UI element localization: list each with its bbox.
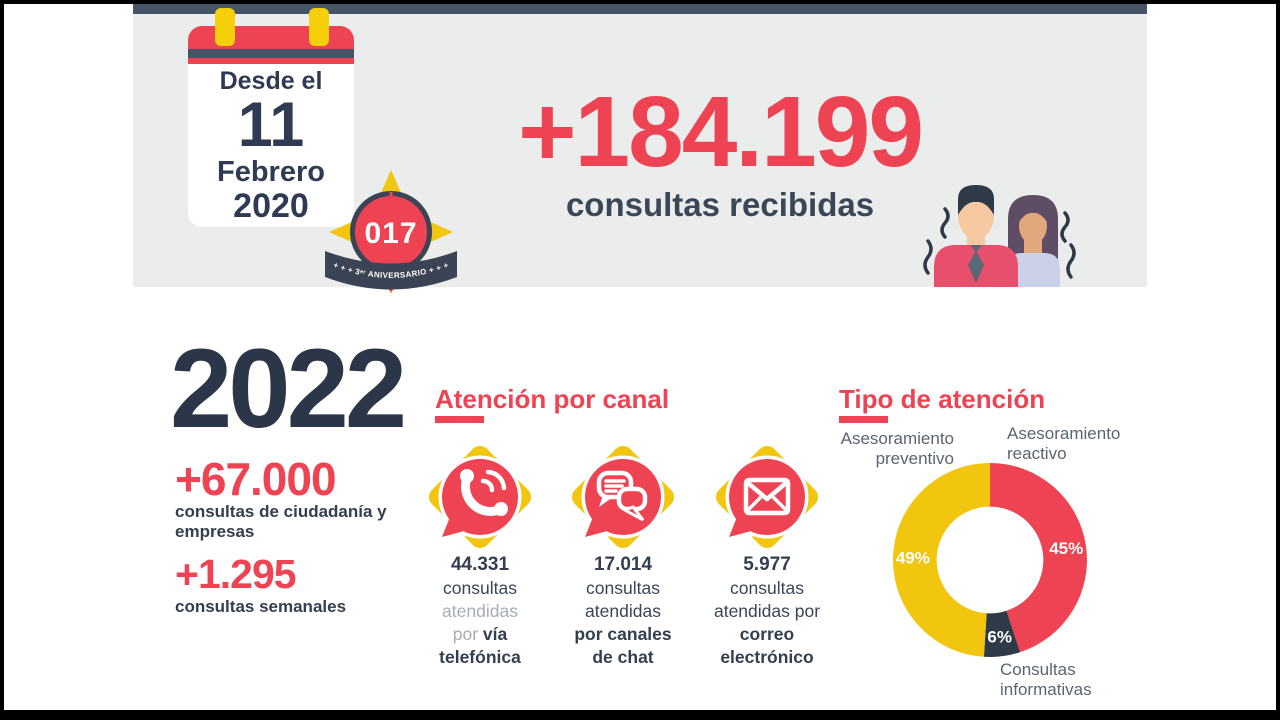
calendar-icon: Desde el 11 Febrero 2020 — [188, 26, 354, 227]
channel-caption-line: atendidas por — [713, 601, 821, 621]
mail-icon — [721, 455, 809, 543]
channel-value: 5.977 — [743, 554, 791, 575]
attention-donut-chart: 45% 6% 49% — [893, 463, 1087, 657]
anniversary-badge-icon: 017 + + + 3ᵉʳ ANIVERSARIO + + + — [325, 170, 457, 294]
attention-section-title: Tipo de atención — [839, 384, 1046, 414]
channel-caption-line: atendidas — [585, 601, 661, 621]
stat-value: +1.295 — [175, 551, 297, 597]
channel-caption-line: electrónico — [720, 647, 814, 667]
calendar-year: 2020 — [233, 186, 309, 225]
badge-circle — [355, 196, 427, 268]
channel-caption-line: de chat — [592, 647, 654, 667]
channel-value: 17.014 — [593, 554, 653, 575]
donut-label-preventive: Asesoramiento preventivo — [840, 429, 954, 469]
channel-caption-line: por vía — [452, 624, 508, 644]
calendar-day: 11 — [237, 90, 305, 160]
hero-text-block: +184.199 consultas recibidas — [450, 82, 990, 224]
donut-label-reactive: Asesoramiento reactivo — [1007, 424, 1121, 464]
calendar-header-stripe — [188, 49, 354, 58]
chat-icon — [577, 455, 665, 543]
channel-caption-line: por canales — [574, 624, 672, 644]
woman-icon — [1006, 195, 1060, 287]
vibration-squiggle-icon — [923, 207, 1076, 279]
donut-label-informative: Consultas informativas — [1000, 660, 1092, 700]
man-icon — [934, 185, 1018, 287]
calendar-month: Febrero — [217, 155, 325, 188]
year-title: 2022 — [170, 326, 407, 451]
phone-icon — [434, 455, 522, 543]
calendar-intro: Desde el — [219, 67, 323, 95]
hero-top-strip — [133, 4, 1147, 14]
calendar-header-stripe2 — [188, 58, 354, 64]
total-consultations-label: consultas recibidas — [565, 186, 875, 223]
stat-label: consultas de ciudadanía y empresas — [175, 502, 387, 542]
calendar-header — [188, 26, 354, 49]
attention-title-underline — [839, 416, 888, 423]
donut-slice — [893, 463, 990, 657]
channel-caption-line: correo — [739, 624, 795, 644]
channel-caption-line: consultas — [586, 578, 660, 598]
total-consultations-value: +184.199 — [518, 76, 924, 188]
calendar-peg-icon — [215, 8, 235, 46]
calendar-peg-icon — [309, 8, 329, 46]
people-icon — [923, 185, 1076, 287]
donut-percent-label: 6% — [987, 628, 1012, 647]
stat-label: consultas semanales — [175, 597, 347, 616]
channels-title-underline — [435, 416, 484, 423]
badge-ribbon-icon — [325, 251, 457, 290]
channel-caption: 44.331 consultas atendidas por vía telefóni… — [405, 554, 555, 669]
channel-caption-line: telefónica — [439, 647, 521, 667]
channel-caption-line: consultas — [443, 578, 517, 598]
channel-caption: 17.014 consultas atendidas por canales de c… — [548, 554, 698, 669]
donut-slice — [983, 610, 1020, 657]
channel-caption-line: consultas — [730, 578, 804, 598]
donut-slice — [990, 463, 1087, 653]
donut-percent-label: 45% — [1049, 539, 1083, 558]
calendar-date: Desde el 11 Febrero 2020 — [188, 64, 354, 223]
badge-number: 017 — [364, 217, 417, 250]
channels-section-title: Atención por canal — [435, 384, 670, 414]
channel-caption-line: atendidas — [442, 601, 518, 621]
channel-caption: 5.977 consultas atendidas por correo electr… — [692, 554, 842, 669]
stat-value: +67.000 — [175, 453, 337, 505]
channel-value: 44.331 — [450, 554, 510, 575]
donut-percent-label: 49% — [896, 549, 930, 568]
badge-candle-icon — [389, 192, 393, 201]
